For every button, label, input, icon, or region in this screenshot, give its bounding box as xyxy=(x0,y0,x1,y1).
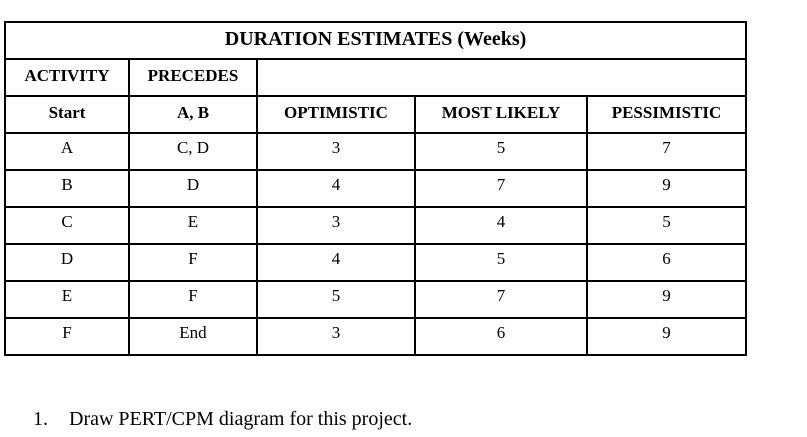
table-row: A C, D 3 5 7 xyxy=(4,132,748,171)
cell-activity: E xyxy=(4,280,130,319)
cell-most-likely: 5 xyxy=(414,243,588,282)
table-title: DURATION ESTIMATES (Weeks) xyxy=(3,21,748,60)
cell-most-likely: 5 xyxy=(414,132,588,171)
subheader-start-precedes: A, B xyxy=(128,95,258,134)
cell-precedes: E xyxy=(128,206,258,245)
table-row: C E 3 4 5 xyxy=(4,206,748,245)
subheader-pessimistic: PESSIMISTIC xyxy=(585,95,748,134)
cell-pessimistic: 9 xyxy=(585,280,748,319)
cell-precedes: F xyxy=(128,243,258,282)
cell-most-likely: 6 xyxy=(414,317,588,356)
cell-pessimistic: 5 xyxy=(585,206,748,245)
cell-optimistic: 4 xyxy=(256,243,416,282)
subheader-optimistic: OPTIMISTIC xyxy=(256,95,416,134)
table-row: F End 3 6 9 xyxy=(4,317,748,356)
cell-activity: A xyxy=(4,132,130,171)
table-header-row: ACTIVITY PRECEDES xyxy=(4,58,748,97)
question-item: 1. Draw PERT/CPM diagram for this project… xyxy=(33,406,412,432)
cell-most-likely: 7 xyxy=(414,280,588,319)
header-spacer-cell xyxy=(255,58,748,97)
cell-activity: D xyxy=(4,243,130,282)
cell-most-likely: 7 xyxy=(414,169,588,208)
question-text: Draw PERT/CPM diagram for this project. xyxy=(69,408,413,430)
cell-precedes: D xyxy=(128,169,258,208)
cell-pessimistic: 9 xyxy=(585,317,748,356)
cell-pessimistic: 7 xyxy=(585,132,748,171)
header-activity: ACTIVITY xyxy=(4,58,130,97)
table-subheader-row: Start A, B OPTIMISTIC MOST LIKELY PESSIM… xyxy=(4,95,748,134)
subheader-start: Start xyxy=(4,95,130,134)
cell-pessimistic: 6 xyxy=(585,243,748,282)
subheader-most-likely: MOST LIKELY xyxy=(414,95,588,134)
cell-precedes: End xyxy=(128,317,258,356)
cell-precedes: C, D xyxy=(128,132,258,171)
cell-optimistic: 3 xyxy=(256,317,416,356)
cell-optimistic: 3 xyxy=(256,132,416,171)
cell-activity: F xyxy=(4,317,130,356)
cell-most-likely: 4 xyxy=(414,206,588,245)
table-row: D F 4 5 6 xyxy=(4,243,748,282)
table-row: B D 4 7 9 xyxy=(4,169,748,208)
cell-optimistic: 5 xyxy=(256,280,416,319)
cell-optimistic: 3 xyxy=(256,206,416,245)
cell-pessimistic: 9 xyxy=(585,169,748,208)
table-row: E F 5 7 9 xyxy=(4,280,748,319)
table-title-row: DURATION ESTIMATES (Weeks) xyxy=(3,21,748,60)
cell-activity: C xyxy=(4,206,130,245)
question-number: 1. xyxy=(33,408,48,430)
cell-optimistic: 4 xyxy=(256,169,416,208)
duration-estimates-table: DURATION ESTIMATES (Weeks) ACTIVITY PREC… xyxy=(3,21,748,356)
cell-activity: B xyxy=(4,169,130,208)
header-precedes: PRECEDES xyxy=(128,58,258,97)
cell-precedes: F xyxy=(128,280,258,319)
